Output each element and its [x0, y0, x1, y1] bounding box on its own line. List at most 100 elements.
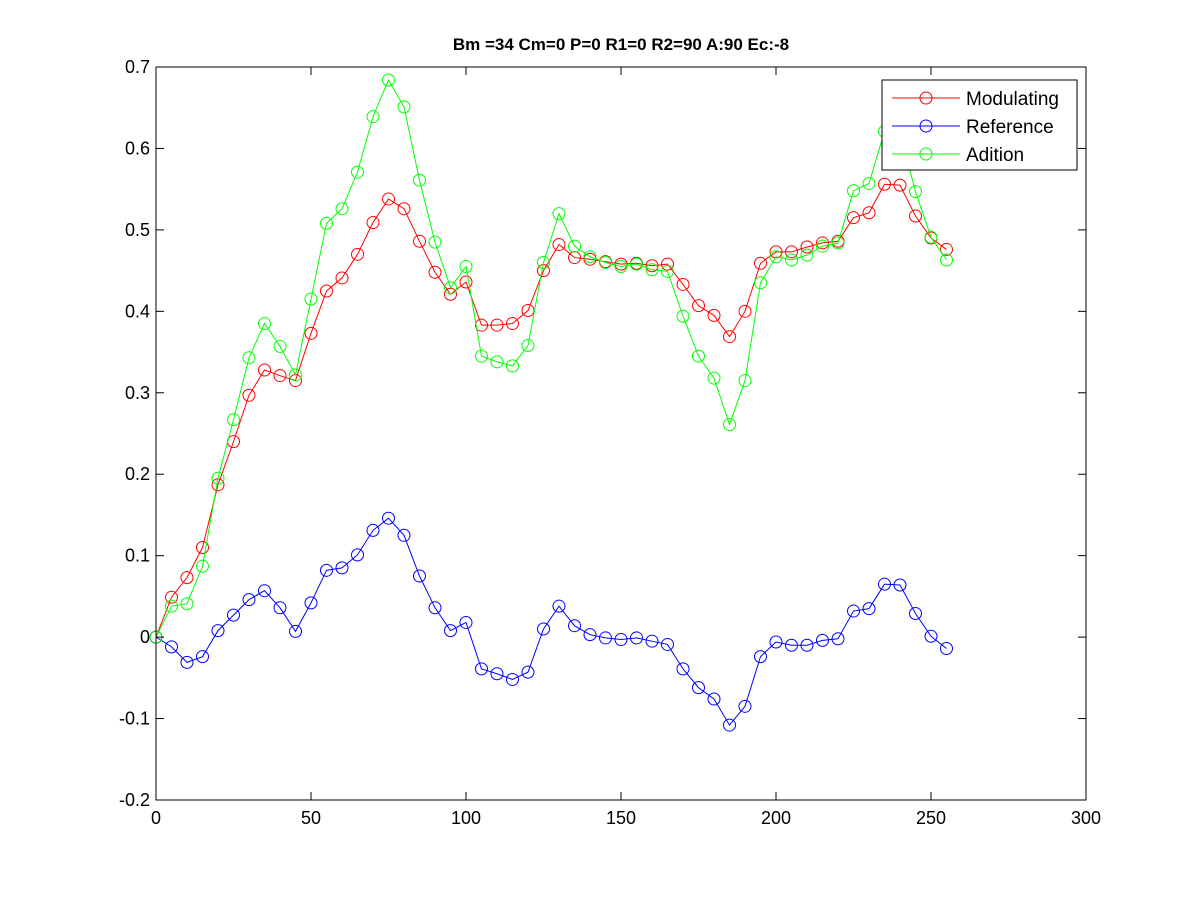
- point-adition: [320, 216, 333, 230]
- point-reference: [475, 662, 488, 676]
- point-adition: [924, 230, 938, 244]
- x-tick-label: 250: [916, 808, 946, 828]
- legend-box: [881, 79, 1078, 171]
- point-modulating: [568, 251, 581, 265]
- point-reference: [754, 650, 767, 664]
- point-adition: [351, 165, 364, 179]
- legend-label: Modulating: [966, 89, 1059, 110]
- point-reference: [785, 638, 798, 652]
- y-tick-label: 0.3: [125, 383, 150, 403]
- point-adition: [490, 355, 504, 369]
- point-modulating: [521, 304, 535, 318]
- legend-marker: [919, 147, 933, 161]
- point-adition: [738, 374, 752, 388]
- point-modulating: [335, 271, 349, 285]
- point-adition: [382, 73, 395, 87]
- point-reference: [692, 681, 705, 695]
- point-modulating: [769, 245, 783, 259]
- point-reference: [211, 624, 225, 638]
- point-adition: [459, 260, 473, 274]
- point-modulating: [893, 178, 907, 192]
- y-tick-label: 0.4: [125, 301, 150, 321]
- y-tick-label: 0.6: [125, 138, 150, 158]
- point-reference: [273, 601, 287, 615]
- point-adition: [676, 309, 690, 323]
- point-adition: [537, 255, 550, 269]
- point-modulating: [645, 259, 659, 273]
- point-reference: [723, 718, 736, 732]
- point-adition: [909, 185, 922, 199]
- point-reference: [800, 638, 814, 652]
- plot-area: [156, 67, 1086, 800]
- point-reference: [847, 604, 860, 618]
- point-reference: [227, 608, 240, 622]
- point-modulating: [940, 242, 953, 256]
- point-modulating: [707, 308, 721, 322]
- point-modulating: [909, 209, 922, 223]
- x-tick-label: 150: [606, 808, 636, 828]
- point-modulating: [459, 275, 473, 289]
- point-modulating: [242, 388, 256, 402]
- point-modulating: [180, 571, 194, 585]
- point-modulating: [382, 192, 395, 206]
- point-modulating: [320, 284, 333, 298]
- legend-item-reference: Reference: [892, 117, 1054, 138]
- point-reference: [552, 599, 566, 613]
- point-reference: [862, 602, 876, 616]
- point-modulating: [475, 318, 488, 332]
- chart-title: Bm =34 Cm=0 P=0 R1=0 R2=90 A:90 Ec:-8: [453, 35, 789, 54]
- point-adition: [444, 281, 457, 295]
- point-reference: [304, 596, 318, 610]
- point-adition: [165, 599, 178, 613]
- series-layer: [149, 73, 953, 732]
- y-tick-label: 0: [140, 627, 150, 647]
- point-adition: [816, 239, 829, 253]
- point-modulating: [738, 304, 752, 318]
- y-tick-label: -0.2: [119, 790, 150, 810]
- legend-item-adition: Adition: [892, 145, 1024, 166]
- legend-marker: [919, 119, 933, 133]
- point-reference: [893, 578, 907, 592]
- point-adition: [258, 317, 271, 331]
- point-reference: [909, 606, 922, 620]
- point-reference: [568, 619, 581, 633]
- point-adition: [568, 239, 581, 253]
- point-adition: [475, 349, 488, 363]
- point-adition: [785, 253, 798, 267]
- point-modulating: [785, 245, 798, 259]
- point-adition: [506, 359, 519, 373]
- x-tick-label: 50: [301, 808, 321, 828]
- point-reference: [320, 563, 333, 577]
- series-reference: [149, 511, 953, 732]
- point-modulating: [258, 363, 271, 377]
- point-adition: [335, 202, 349, 216]
- point-reference: [459, 615, 473, 629]
- point-adition: [723, 418, 736, 432]
- point-reference: [661, 637, 674, 651]
- point-reference: [196, 650, 209, 664]
- y-tick-label: 0.7: [125, 57, 150, 77]
- point-adition: [273, 339, 287, 353]
- point-modulating: [862, 206, 876, 220]
- point-adition: [583, 250, 597, 264]
- point-modulating: [428, 265, 442, 279]
- x-tick-label: 300: [1071, 808, 1101, 828]
- point-reference: [351, 548, 364, 562]
- point-modulating: [196, 541, 209, 555]
- point-reference: [444, 624, 457, 638]
- point-adition: [862, 176, 876, 190]
- point-modulating: [273, 369, 287, 383]
- point-reference: [583, 628, 597, 642]
- point-modulating: [490, 318, 504, 332]
- series-line-reference: [155, 517, 947, 726]
- point-reference: [258, 584, 271, 598]
- y-tick-label: 0.2: [125, 464, 150, 484]
- point-reference: [924, 629, 938, 643]
- point-modulating: [165, 590, 178, 604]
- point-reference: [707, 692, 721, 706]
- y-tick-label: 0.5: [125, 220, 150, 240]
- x-tick-label: 0: [151, 808, 161, 828]
- point-modulating: [676, 277, 690, 291]
- point-modulating: [506, 317, 519, 331]
